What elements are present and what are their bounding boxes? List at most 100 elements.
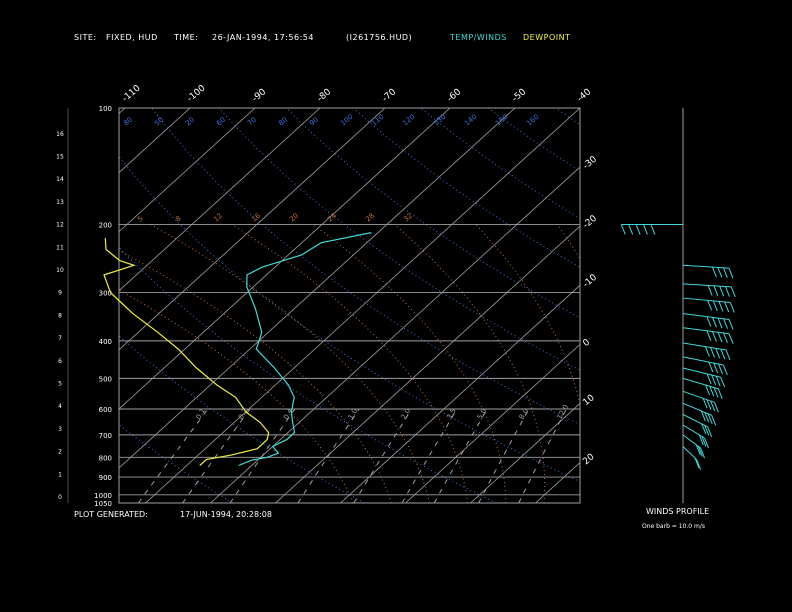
wind-barb-flag: [704, 412, 710, 423]
wind-barb-flag: [706, 399, 712, 410]
moist-adiabat-label: 20: [288, 212, 300, 224]
file-id: (I261756.HUD): [346, 33, 413, 42]
isotherm-line: [470, 402, 580, 503]
mixing-ratio-line: [229, 408, 296, 503]
height-km-label: 1: [58, 471, 62, 478]
wind-barb-flag: [711, 374, 717, 386]
moist-adiabat: [119, 289, 354, 503]
wind-barb-flag: [725, 349, 731, 361]
height-km-label: 7: [58, 335, 62, 342]
wind-barb-flag: [710, 400, 716, 412]
mixing-ratio-label: 12.0: [556, 403, 571, 421]
plot-area: [0, 108, 792, 503]
dry-adiabat-label: 100: [339, 113, 354, 128]
wind-barb-flag: [704, 346, 710, 357]
wind-barb-flag: [700, 410, 706, 422]
dry-adiabat-label: 160: [525, 113, 540, 128]
isotherm-line: [0, 108, 60, 503]
wind-barb-flag: [724, 301, 730, 313]
height-km-label: 2: [58, 449, 62, 456]
pressure-label: 400: [99, 338, 112, 346]
wind-barb-flag: [723, 332, 728, 344]
moist-adiabat-label: 28: [364, 212, 376, 224]
wind-barb-flag: [720, 377, 726, 388]
dry-adiabat: [119, 246, 497, 503]
isotherm-top-label: -40: [576, 87, 594, 104]
winds-profile-title: WINDS PROFILE: [646, 507, 710, 516]
mixing-ratio-line: [478, 408, 530, 503]
wind-barb-flag: [705, 384, 711, 396]
time-label: TIME:: [174, 33, 199, 42]
isotherm-top-label: -50: [511, 87, 529, 104]
mixing-ratio-line: [518, 408, 567, 503]
pressure-label: 800: [99, 454, 112, 462]
wind-barb-flag: [707, 426, 713, 438]
dry-adiabat-label: 90: [308, 116, 320, 128]
wind-barb-flag: [701, 436, 707, 447]
wind-barb-flag: [698, 434, 704, 446]
mixing-ratio-line: [137, 408, 209, 503]
moist-adiabat-label: 24: [326, 211, 338, 223]
wind-barb-flag: [715, 348, 721, 359]
mixing-ratio-line: [353, 408, 413, 503]
wind-barb-flag: [718, 363, 723, 375]
pressure-label: 300: [99, 290, 112, 298]
pressure-label: 1000: [94, 492, 112, 500]
height-km-label: 0: [58, 494, 62, 501]
moist-adiabat: [312, 223, 507, 503]
height-km-label: 16: [56, 131, 64, 138]
moist-adiabat: [119, 249, 392, 503]
pressure-label: 700: [99, 432, 112, 440]
dewpoint-profile: [103, 238, 270, 466]
wind-barb-staff: [682, 356, 724, 366]
wind-barb-flag: [722, 364, 728, 376]
dry-adiabat-label: 130: [432, 113, 447, 128]
height-km-label: 10: [56, 267, 64, 274]
wind-barb-flag: [713, 362, 719, 374]
moist-adiabat-label: 12: [212, 212, 224, 224]
dry-adiabat: [119, 424, 233, 503]
wind-barb-flag: [717, 317, 723, 329]
wind-barb-staff: [682, 342, 727, 351]
pressure-label: 600: [99, 406, 112, 414]
wind-barb-flag: [712, 317, 717, 328]
dry-adiabat-label: 120: [401, 113, 416, 128]
height-km-label: 6: [58, 358, 62, 365]
dry-adiabat: [218, 108, 580, 371]
wind-barb-flag: [704, 425, 710, 436]
moist-adiabat-label: 16: [250, 211, 262, 223]
wind-barb-flag: [643, 224, 648, 235]
wind-barb-flag: [715, 375, 721, 387]
isotherm-top-label: -90: [251, 87, 269, 104]
isotherm-line: [405, 343, 580, 503]
wind-barb-flag: [635, 224, 641, 235]
wind-barb-flag: [723, 318, 728, 329]
site-label: SITE:: [74, 33, 97, 42]
dry-adiabat: [487, 108, 580, 172]
wind-barb-flag: [728, 333, 734, 344]
isotherm-line: [666, 108, 792, 503]
wind-barb-flag: [714, 402, 719, 413]
height-km-label: 11: [56, 244, 64, 251]
wind-barb-flag: [717, 267, 723, 278]
isotherm-right-label: -30: [581, 154, 599, 171]
dry-adiabat-label: 70: [246, 116, 258, 128]
wind-barb-flag: [712, 331, 717, 342]
height-km-label: 8: [58, 312, 62, 319]
wind-barb-staff: [682, 313, 730, 320]
wind-barb-flag: [694, 457, 700, 469]
isotherm-line: [119, 108, 451, 410]
wind-barb-flag: [718, 301, 724, 312]
wind-barb-flag: [701, 423, 707, 435]
dry-adiabat-label: 60: [215, 116, 227, 128]
height-km-label: 4: [58, 403, 62, 410]
legend-dewpoint: DEWPOINT: [523, 33, 571, 42]
wind-barb-flag: [707, 300, 713, 311]
isotherm-line: [145, 108, 580, 503]
legend-temp: TEMP/WINDS: [450, 33, 507, 42]
wind-barb-flag: [706, 316, 712, 327]
wind-barb-flag: [713, 285, 719, 297]
wind-barb-staff: [682, 367, 721, 378]
wind-barb-flag: [713, 387, 719, 398]
mixing-ratio-line: [433, 408, 488, 503]
